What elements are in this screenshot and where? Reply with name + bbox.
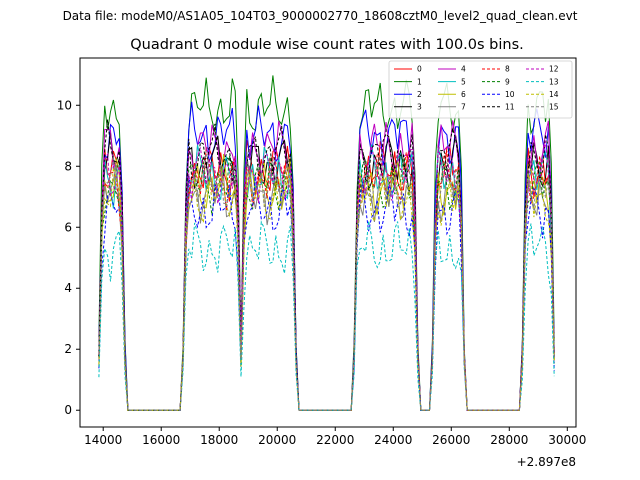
- chart-title: Quadrant 0 module wise count rates with …: [130, 37, 524, 53]
- x-tick-label: 16000: [142, 433, 180, 447]
- y-tick-label: 6: [64, 220, 72, 234]
- series-line-15: [98, 150, 555, 411]
- x-tick-label: 18000: [200, 433, 238, 447]
- legend-label-9: 9: [505, 77, 510, 86]
- x-offset-label: +2.897e8: [517, 455, 576, 469]
- legend-label-7: 7: [461, 103, 466, 112]
- legend-label-5: 5: [461, 77, 466, 86]
- legend-label-2: 2: [417, 90, 422, 99]
- legend-label-10: 10: [505, 90, 515, 99]
- x-axis: 14000 16000 18000 20000 22000 24000 26000 28000…: [84, 427, 586, 447]
- legend-label-15: 15: [549, 103, 559, 112]
- legend-label-0: 0: [417, 65, 422, 74]
- legend-label-6: 6: [461, 90, 466, 99]
- legend-label-14: 14: [549, 90, 559, 99]
- x-tick-label: 24000: [374, 433, 412, 447]
- plot-area-frame: [79, 57, 577, 428]
- y-tick-label: 10: [57, 98, 72, 112]
- legend-label-4: 4: [461, 65, 466, 74]
- series-lines: [98, 75, 555, 411]
- legend-label-8: 8: [505, 65, 510, 74]
- x-tick-label: 28000: [490, 433, 528, 447]
- y-tick-label: 8: [64, 159, 72, 173]
- x-tick-label: 20000: [258, 433, 296, 447]
- legend-label-1: 1: [417, 77, 422, 86]
- x-tick-label: 14000: [84, 433, 122, 447]
- y-tick-label: 2: [64, 342, 72, 356]
- legend-label-13: 13: [549, 77, 559, 86]
- legend-box: [388, 60, 573, 119]
- legend-label-11: 11: [505, 103, 515, 112]
- x-tick-label: 26000: [432, 433, 470, 447]
- x-tick-label: 22000: [316, 433, 354, 447]
- x-tick-label: 30000: [548, 433, 586, 447]
- y-axis: 0 2 4 6 8 10: [57, 98, 80, 417]
- figure-suptitle: Data file: modeM0/AS1A05_104T03_90000027…: [63, 9, 578, 23]
- series-line-14: [98, 164, 555, 411]
- y-tick-label: 0: [64, 403, 72, 417]
- y-tick-label: 4: [64, 281, 72, 295]
- legend-label-3: 3: [417, 103, 422, 112]
- legend-label-12: 12: [549, 65, 559, 74]
